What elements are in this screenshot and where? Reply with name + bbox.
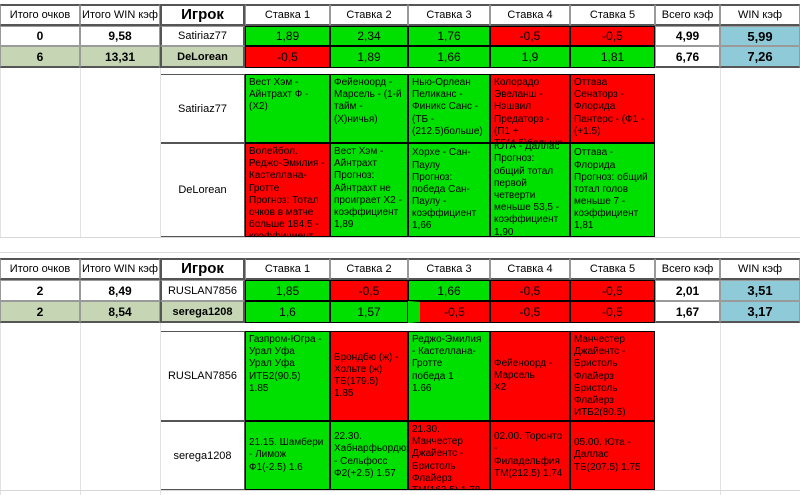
detail-pick-5: Манчестер Джайентс - Бристоль Флайерз Бр… [570,331,655,421]
cell-player-name: DeLorean [160,46,245,68]
column-header-player: Игрок [160,4,245,26]
detail-pick-1: Волейбол. Реджо-Эмилия - Кастеллана-Грот… [245,143,330,237]
column-header-all-coef: Всего кэф [655,4,720,26]
column-header-win-coef: WIN кэф [720,258,800,280]
detail-pick-5: Оттава Сенаторз - Флорида Пантерс - (Ф1 … [570,74,655,143]
detail-pick-5: 05.00. Юта - Даллас ТБ(207.5) 1.75 [570,421,655,490]
column-header-bet-4: Ставка 4 [490,4,570,26]
detail-pick-4: Колорадо Эвеланш - Нэшвил Предаторз - (П… [490,74,570,143]
detail-pick-2: Фейеноорд - Марсель - (1-й тайм - (Х)нич… [330,74,408,143]
cell-total-win-coef: 13,31 [80,46,160,68]
column-header-win-coef: WIN кэф [720,4,800,26]
cell-bet-5: -0,5 [570,280,655,301]
cell-total-points: 2 [0,280,80,301]
column-header-total-win-coef: Итого WIN кэф [80,4,160,26]
gridline [0,490,800,491]
column-header-total-points: Итого очков [0,4,80,26]
column-header-bet-2: Ставка 2 [330,4,408,26]
cell-total-win-coef: 8,49 [80,280,160,301]
cell-bet-4: -0,5 [490,26,570,46]
cell-player-name: RUSLAN7856 [160,280,245,301]
detail-pick-5: Оттава - Флорида Прогноз: общий тотал го… [570,143,655,237]
cell-bet-2: 1,89 [330,46,408,68]
detail-pick-4: Фейеноорд - Марсель Х2 [490,331,570,421]
cell-bet-2: 2,34 [330,26,408,46]
detail-player-name: Satiriaz77 [160,74,245,143]
column-header-bet-3: Ставка 3 [408,258,490,280]
cell-bet-3: 1,66 [408,280,490,301]
column-header-bet-5: Ставка 5 [570,4,655,26]
cell-bet-5: -0,5 [570,301,655,323]
gridline [80,68,81,238]
detail-pick-3: Нью-Орлеан Пеликанс - Финикс Санс - (ТБ … [408,74,490,143]
cell-all-coef: 1,67 [655,301,720,323]
cell-total-points: 0 [0,26,80,46]
detail-player-name: serega1208 [160,421,245,490]
cell-total-points: 6 [0,46,80,68]
cell-total-win-coef: 8,54 [80,301,160,323]
cell-total-win-coef: 9,58 [80,26,160,46]
cell-bet-3: -0,5 [408,301,490,323]
detail-pick-1: 21.15. Шамбери - Лимож Ф1(-2.5) 1.6 [245,421,330,490]
column-header-bet-3: Ставка 3 [408,4,490,26]
column-header-bet-1: Ставка 1 [245,258,330,280]
cell-bet-3: 1,66 [408,46,490,68]
gridline [80,323,81,495]
gridline [160,68,161,238]
detail-pick-3: Реджо-Эмилия - Кастеллана-Гротте победа … [408,331,490,421]
detail-pick-1: Вест Хэм - Айнтрахт Ф - (Х2) [245,74,330,143]
detail-pick-3: 21.30. Манчестер Джайентс - Бристоль Фла… [408,421,490,490]
cell-bet-1: 1,6 [245,301,330,323]
cell-all-coef: 4,99 [655,26,720,46]
cell-bet-5: -0,5 [570,26,655,46]
cell-win-coef: 5,99 [720,26,800,46]
cell-bet-4: -0,5 [490,280,570,301]
gridline [160,323,161,495]
column-header-bet-5: Ставка 5 [570,258,655,280]
cell-total-points: 2 [0,301,80,323]
detail-pick-3: Хорхе - Сан-Паулу Прогноз: победа Сан-Па… [408,143,490,237]
column-header-player: Игрок [160,258,245,280]
cell-win-coef: 3,51 [720,280,800,301]
cell-bet-1: 1,89 [245,26,330,46]
detail-player-name: DeLorean [160,143,245,237]
cell-bet-2: -0,5 [330,280,408,301]
detail-player-name: RUSLAN7856 [160,331,245,421]
column-header-bet-4: Ставка 4 [490,258,570,280]
cell-bet-4: 1,9 [490,46,570,68]
cell-bet-3: 1,76 [408,26,490,46]
detail-pick-2: Вест Хэм - Айнтрахт Прогноз: Айнтрахт не… [330,143,408,237]
cell-all-coef: 6,76 [655,46,720,68]
gridline [0,252,800,253]
column-header-bet-1: Ставка 1 [245,4,330,26]
detail-pick-1: Газпром-Югра - Урал Уфа Урал Уфа ИТБ2(90… [245,331,330,421]
cell-player-name: Satiriaz77 [160,26,245,46]
detail-pick-4: 02.00. Торонто - Филадельфия ТМ(212.5) 1… [490,421,570,490]
gridline [0,323,1,495]
detail-pick-4: ЮТА - Даллас Прогноз: общий тотал первой… [490,143,570,237]
cell-player-name: serega1208 [160,301,245,323]
cell-win-coef: 7,26 [720,46,800,68]
detail-pick-2: 22.30. Хабнарфьордюр - Сельфосс Ф2(+2.5)… [330,421,408,490]
column-header-total-points: Итого очков [0,258,80,280]
gridline [0,237,800,238]
cell-win-coef: 3,17 [720,301,800,323]
cell-bet-4: -0,5 [490,301,570,323]
column-header-bet-2: Ставка 2 [330,258,408,280]
gridline [0,68,1,238]
column-header-total-win-coef: Итого WIN кэф [80,258,160,280]
detail-pick-2: Брондбю (ж) - Хольте (ж) ТБ(179.5) 1.85 [330,331,408,421]
gridline [720,323,721,495]
cell-all-coef: 2,01 [655,280,720,301]
column-header-all-coef: Всего кэф [655,258,720,280]
cell-bet-1: 1,85 [245,280,330,301]
cell-bet-1: -0,5 [245,46,330,68]
cell-bet-2: 1,57 [330,301,408,323]
cell-bet-5: 1,81 [570,46,655,68]
gridline [720,68,721,238]
